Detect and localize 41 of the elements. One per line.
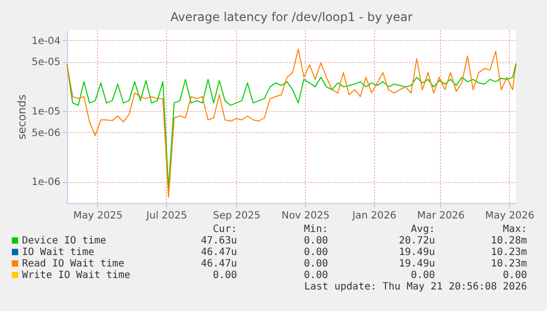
legend-label: IO Wait time <box>22 247 94 258</box>
line-series <box>66 63 516 190</box>
text: 0.00 <box>410 270 435 281</box>
y-axis-title: seconds <box>16 94 29 140</box>
text: Min: <box>304 224 328 235</box>
x-tick-label: May 2026 <box>485 210 534 222</box>
text: Max: <box>502 224 527 235</box>
x-tick-label: Sep 2025 <box>212 210 260 222</box>
x-tick-label: Mar 2026 <box>417 210 465 222</box>
y-tick-label: 5e-06 <box>32 128 60 139</box>
y-tick-label: 1e-04 <box>32 36 60 47</box>
text: 47.63u <box>200 236 237 246</box>
x-tick-label: Jul 2025 <box>145 210 188 222</box>
text: 10.23m <box>490 247 527 258</box>
y-tick-label: 5e-05 <box>32 57 60 68</box>
legend-label: Device IO time <box>22 236 106 246</box>
text: 10.28m <box>490 236 527 246</box>
text: 19.49u <box>398 258 435 270</box>
text: 0.00 <box>304 270 328 281</box>
text: 46.47u <box>200 258 237 270</box>
chart-title: Average latency for /dev/loop1 - by year <box>170 10 413 24</box>
legend-label: Write IO Wait time <box>22 270 130 281</box>
line-series <box>66 48 516 198</box>
text: 46.47u <box>200 247 237 258</box>
text: 0.00 <box>502 270 527 281</box>
text: 10.23m <box>490 258 527 270</box>
text: 20.72u <box>398 236 435 246</box>
text: 0.00 <box>304 247 328 258</box>
text: Last update: Thu May 21 20:56:08 2026 <box>304 282 527 292</box>
text: Cur: <box>212 224 237 235</box>
x-tick-label: May 2025 <box>73 210 123 222</box>
text: 19.49u <box>398 247 435 258</box>
legend-label: Read IO Wait time <box>22 258 124 270</box>
text: 0.00 <box>304 236 328 246</box>
y-tick-label: 1e-06 <box>32 177 60 188</box>
y-tick-label: 1e-05 <box>32 106 60 118</box>
text: 0.00 <box>304 258 328 270</box>
x-tick-label: Nov 2025 <box>281 210 330 222</box>
text: Avg: <box>410 224 435 235</box>
text: 0.00 <box>212 270 237 281</box>
x-tick-label: Jan 2026 <box>351 210 396 222</box>
